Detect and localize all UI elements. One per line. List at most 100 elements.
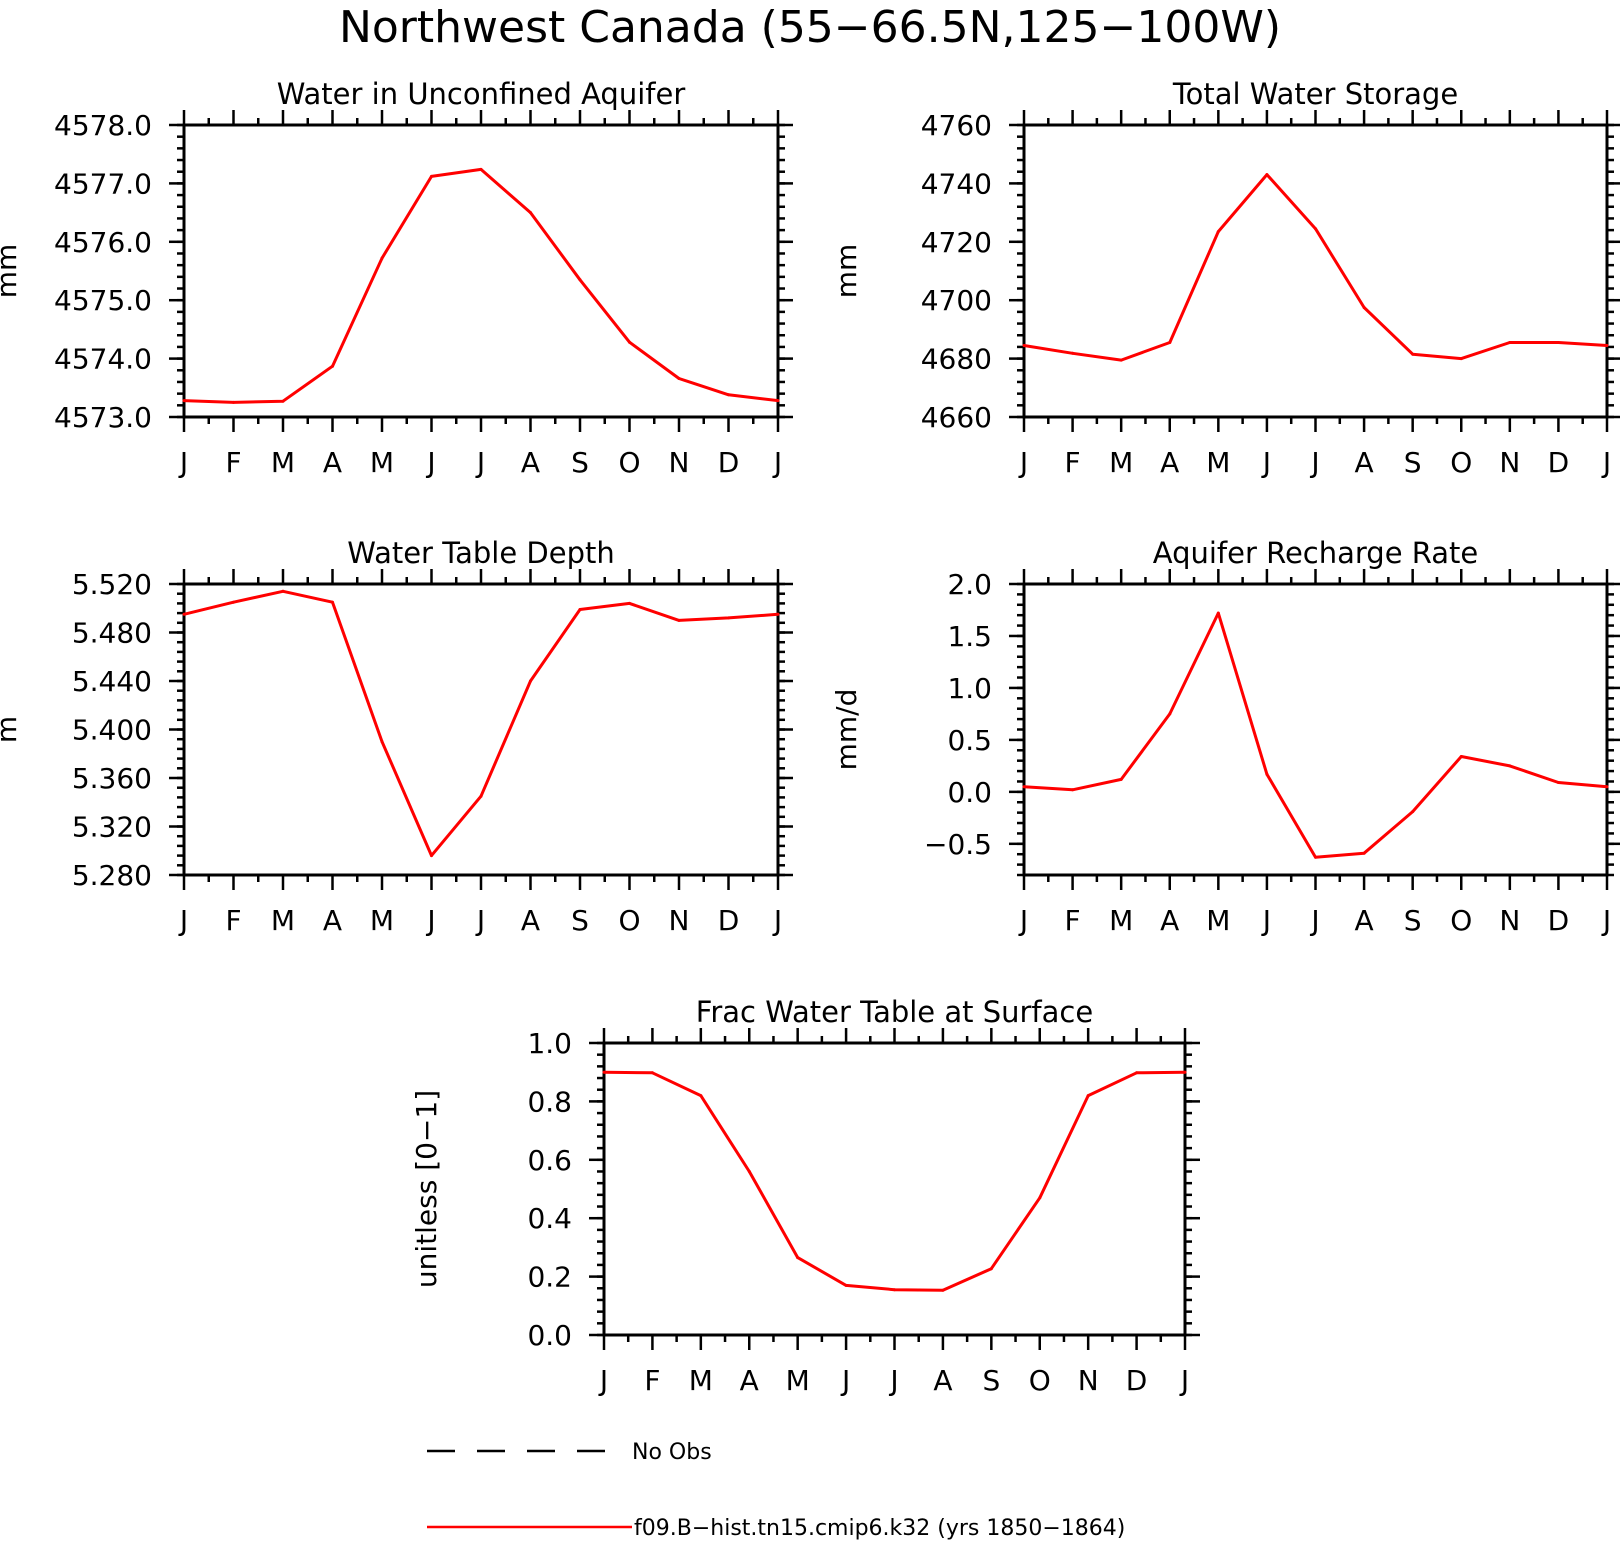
x-tick-label: N — [1078, 1364, 1099, 1397]
data-point — [844, 1283, 848, 1287]
y-tick-label: 4720 — [921, 226, 992, 259]
data-point — [281, 399, 285, 403]
x-tick-label: F — [225, 446, 241, 479]
x-tick-label: D — [1126, 1364, 1148, 1397]
y-tick-label: 5.280 — [72, 859, 152, 892]
data-point — [893, 1288, 896, 1292]
panel-title: Water Table Depth — [347, 536, 615, 570]
x-tick-label: J — [840, 1364, 850, 1397]
x-tick-label: J — [1018, 904, 1028, 937]
data-point — [1086, 1094, 1090, 1098]
data-point — [430, 174, 433, 178]
data-point — [699, 1094, 703, 1098]
y-tick-label: 4660 — [921, 401, 992, 434]
x-tick-label: M — [1109, 904, 1133, 937]
y-tick-label: 5.520 — [72, 568, 152, 601]
x-tick-label: D — [718, 446, 740, 479]
x-tick-label: A — [521, 904, 540, 937]
data-point — [380, 256, 384, 260]
data-point — [1314, 855, 1317, 859]
data-point — [281, 589, 285, 593]
y-tick-label: 4680 — [921, 343, 992, 376]
x-tick-label: D — [1548, 904, 1570, 937]
data-point — [1556, 341, 1560, 344]
y-tick-label: 4574.0 — [54, 343, 152, 376]
data-point — [331, 600, 334, 604]
y-tick-label: 5.440 — [72, 665, 152, 698]
x-tick-label: O — [1450, 446, 1472, 479]
y-tick-label: 1.0 — [947, 672, 992, 705]
series-line — [1023, 611, 1608, 859]
x-tick-label: J — [598, 1364, 608, 1397]
x-tick-label: J — [475, 904, 485, 937]
data-point — [479, 794, 483, 798]
y-axis-label: mm — [830, 244, 863, 299]
x-tick-label: M — [370, 904, 394, 937]
data-point — [232, 400, 235, 404]
y-tick-label: 0.0 — [947, 776, 992, 809]
legend-label-model-run: f09.B−hist.tn15.cmip6.k32 (yrs 1850−1864… — [634, 1516, 1125, 1541]
x-tick-label: M — [1206, 904, 1230, 937]
legend: No Obs f09.B−hist.tn15.cmip6.k32 (yrs 18… — [427, 1440, 1125, 1541]
series-line — [603, 1070, 1186, 1292]
y-tick-label: 0.4 — [527, 1202, 572, 1235]
y-tick-label: 5.480 — [72, 617, 152, 650]
x-tick-label: S — [982, 1364, 1000, 1397]
data-point — [677, 618, 681, 622]
y-tick-label: 4573.0 — [54, 401, 152, 434]
y-tick-label: 0.0 — [527, 1319, 572, 1352]
data-point — [1605, 344, 1609, 347]
x-tick-label: J — [1261, 446, 1271, 479]
y-tick-label: −0.5 — [924, 828, 992, 861]
data-point — [1556, 781, 1560, 784]
data-point — [1183, 1070, 1187, 1074]
x-tick-label: S — [571, 904, 589, 937]
y-axis-label: unitless [0−1] — [410, 1090, 443, 1288]
data-point — [1362, 306, 1366, 309]
data-point — [182, 612, 186, 616]
data-point — [1038, 1196, 1042, 1200]
y-tick-label: 0.2 — [527, 1261, 572, 1294]
data-point — [989, 1267, 993, 1271]
data-point — [677, 377, 681, 380]
x-tick-label: A — [933, 1364, 952, 1397]
y-tick-label: 4740 — [921, 167, 992, 200]
y-tick-label: 5.400 — [72, 714, 152, 747]
x-tick-label: J — [425, 904, 435, 937]
y-tick-label: 0.5 — [947, 724, 992, 757]
data-point — [578, 278, 582, 282]
x-tick-label: M — [370, 446, 394, 479]
x-tick-label: A — [1160, 904, 1179, 937]
x-tick-label: A — [1160, 446, 1179, 479]
data-point — [1216, 611, 1220, 615]
x-tick-label: F — [1065, 904, 1081, 937]
figure-title: Northwest Canada (55−66.5N,125−100W) — [339, 2, 1281, 53]
panel-title: Aquifer Recharge Rate — [1153, 536, 1479, 570]
x-tick-label: A — [1355, 904, 1374, 937]
x-tick-label: J — [425, 446, 435, 479]
y-tick-label: 2.0 — [947, 568, 992, 601]
data-point — [776, 399, 780, 403]
data-point — [1508, 341, 1512, 344]
x-tick-label: J — [772, 904, 782, 937]
data-point — [1168, 341, 1172, 344]
x-tick-label: J — [178, 904, 188, 937]
x-tick-label: A — [323, 446, 342, 479]
data-point — [1119, 358, 1123, 362]
data-point — [578, 608, 582, 611]
data-point — [1411, 810, 1415, 814]
data-point — [747, 1170, 751, 1173]
x-tick-label: J — [888, 1364, 898, 1397]
data-point — [1071, 351, 1075, 355]
series-line — [183, 167, 779, 404]
x-tick-label: J — [1179, 1364, 1189, 1397]
y-tick-label: 1.0 — [527, 1027, 572, 1060]
data-point — [727, 393, 730, 397]
x-tick-label: J — [178, 446, 188, 479]
y-axis-label: mm — [0, 244, 23, 299]
x-tick-label: M — [271, 446, 295, 479]
